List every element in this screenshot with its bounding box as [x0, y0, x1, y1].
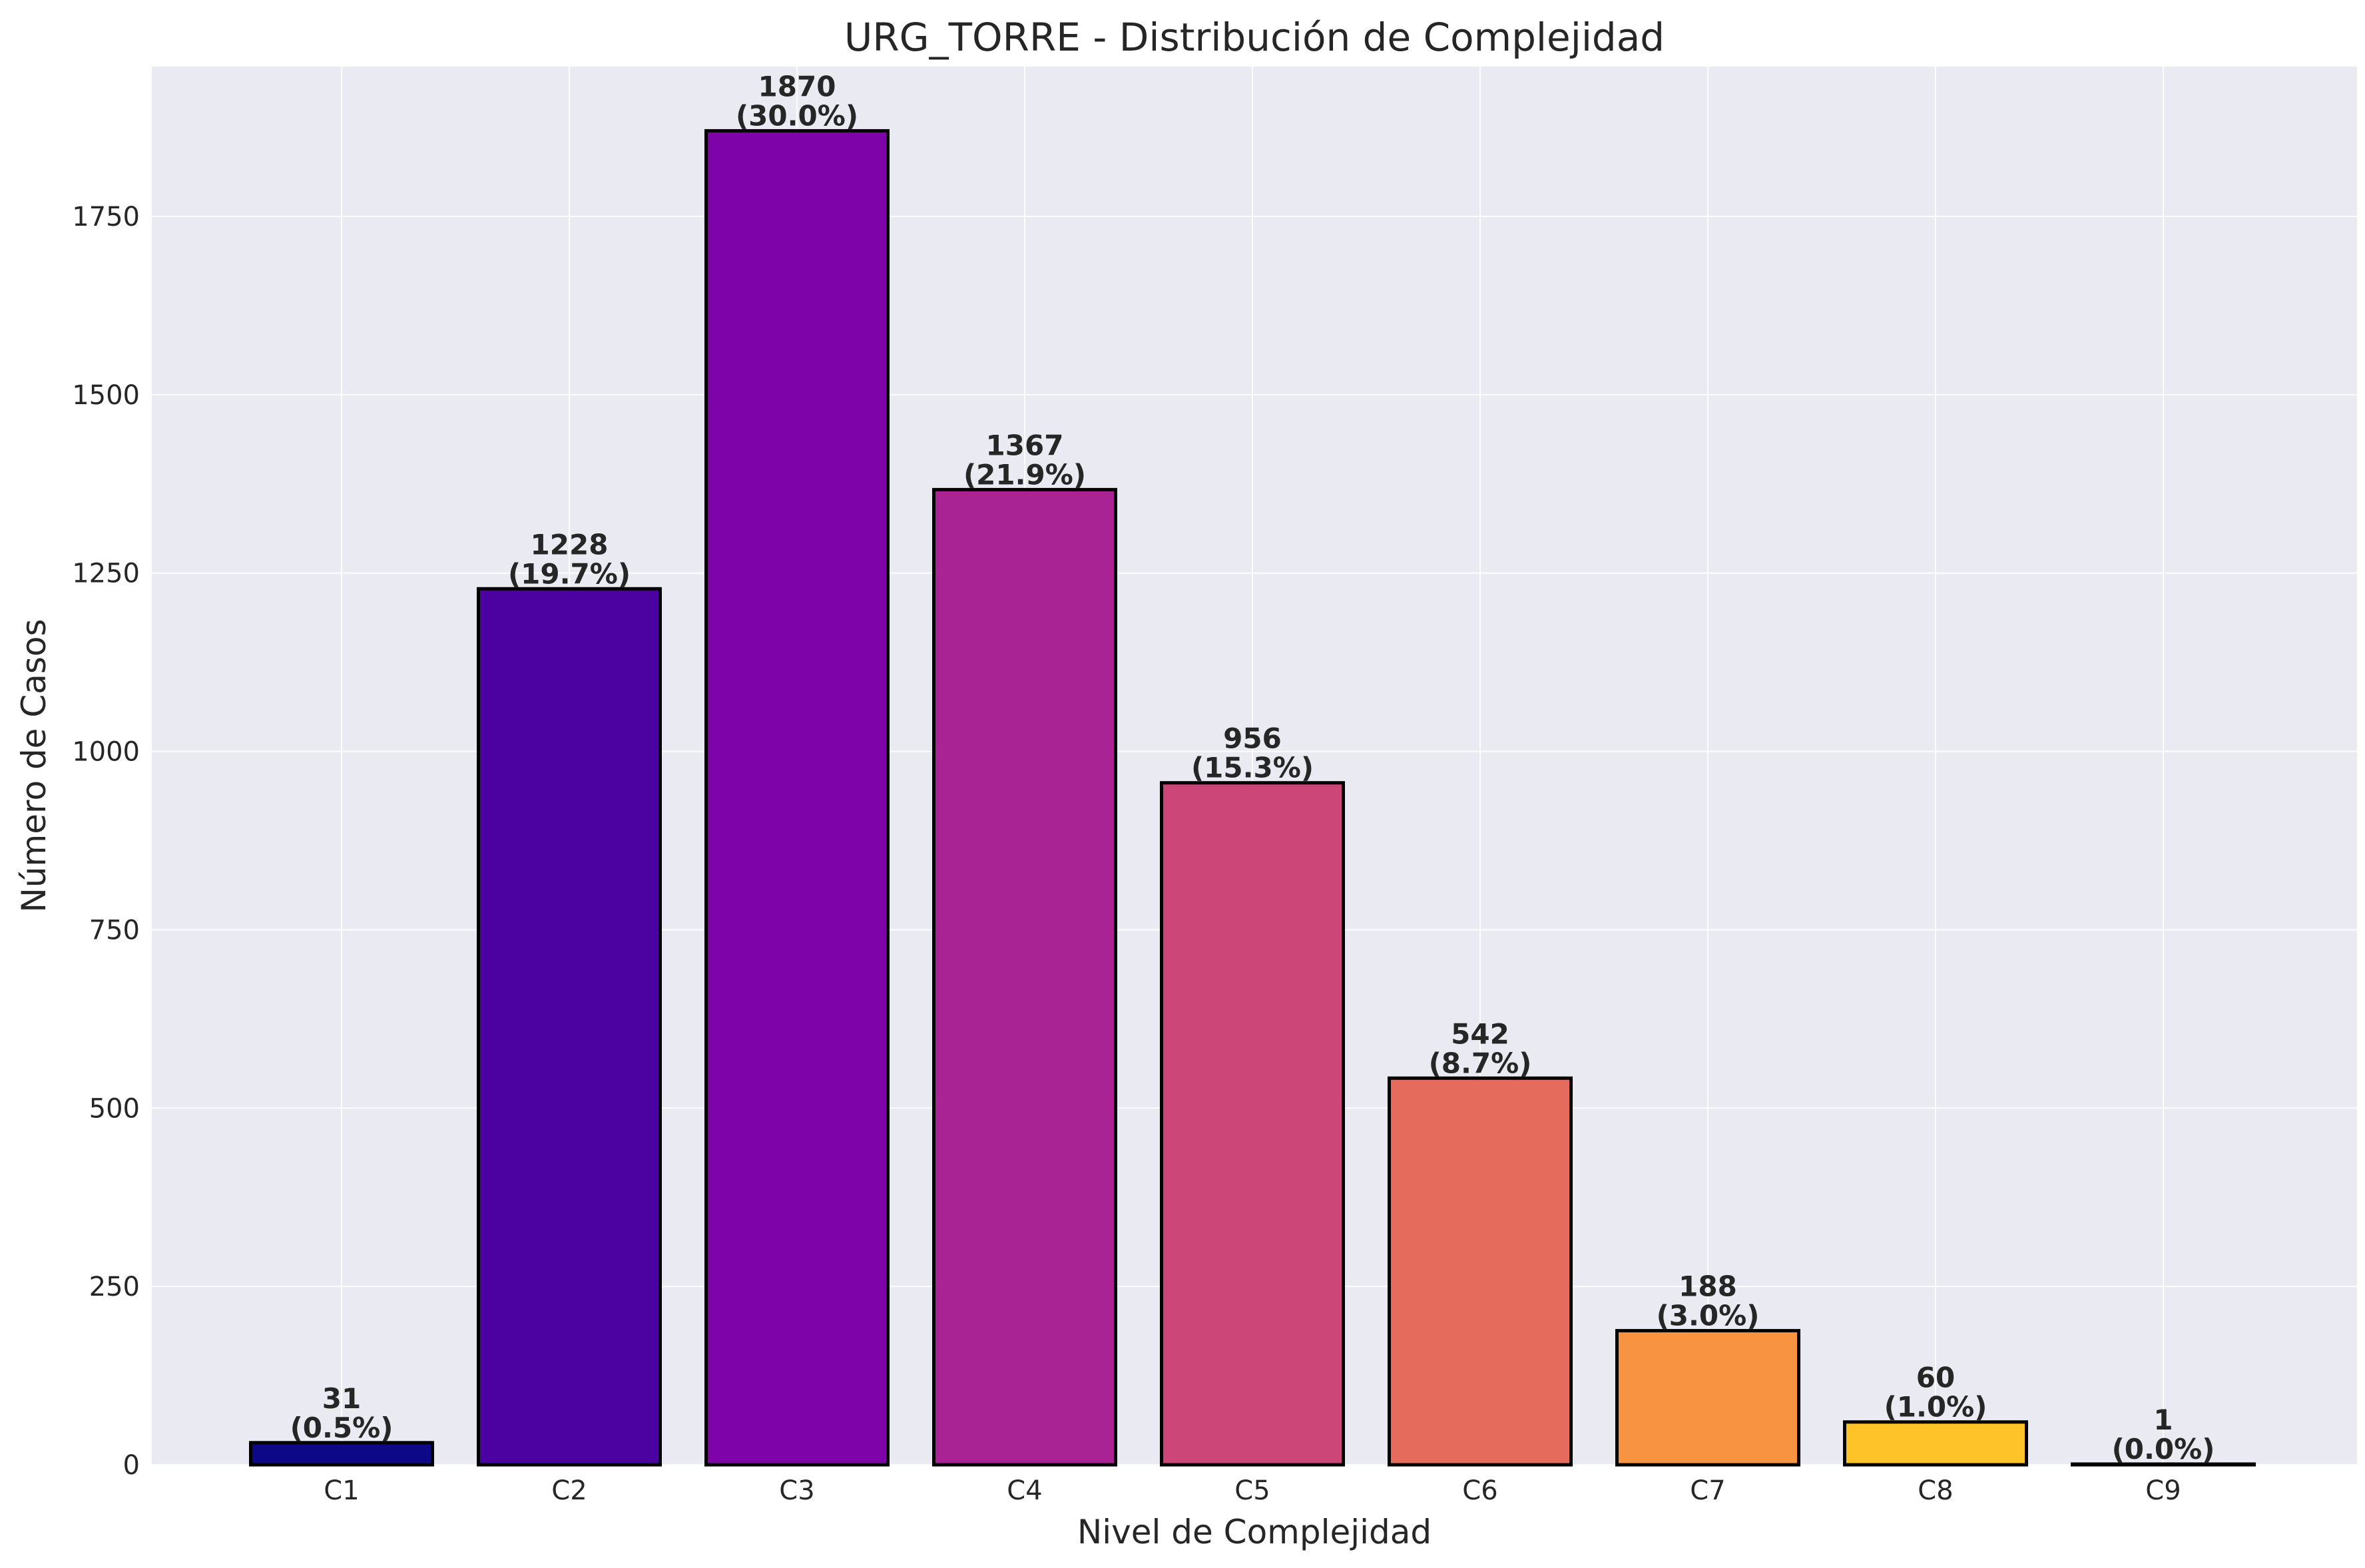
bar-layer	[249, 129, 2256, 1467]
bar-c2	[477, 587, 662, 1467]
x-tick-label: C3	[779, 1475, 814, 1506]
y-tick-label: 1250	[72, 559, 140, 589]
y-tick-label: 500	[89, 1093, 140, 1124]
bar-percent-label: (21.9%)	[963, 458, 1086, 491]
data-label-layer: 31(0.5%) 1228(19.7%) 1870(30.0%) 1367(21.9%…	[290, 70, 2215, 1465]
x-tick-label: C7	[1690, 1475, 1725, 1506]
bar-percent-label: (0.0%)	[2112, 1433, 2215, 1465]
bar-percent-label: (3.0%)	[1657, 1300, 1760, 1332]
bar-percent-label: (15.3%)	[1191, 752, 1314, 784]
y-tick-layer: 0 250 500 750 1000 1250 1500 1750	[72, 202, 140, 1481]
y-tick-label: 1750	[72, 202, 140, 232]
y-tick-label: 0	[123, 1450, 140, 1481]
y-tick-label: 750	[89, 915, 140, 945]
x-axis-label: Nivel de Complejidad	[1077, 1513, 1432, 1551]
bar-c6	[1388, 1076, 1573, 1467]
bar-c4	[932, 487, 1117, 1467]
bar-c5	[1160, 781, 1345, 1467]
bar-value-label: 1228	[531, 528, 609, 561]
bar-value-label: 60	[1916, 1362, 1955, 1394]
x-tick-label: C4	[1007, 1475, 1042, 1506]
x-tick-label: C8	[1918, 1475, 1953, 1506]
bar-value-label: 31	[322, 1382, 361, 1415]
bar-percent-label: (1.0%)	[1884, 1391, 1987, 1424]
bar-value-label: 1367	[986, 429, 1064, 461]
bar-value-label: 1	[2153, 1404, 2173, 1436]
bar-c7	[1615, 1329, 1800, 1467]
x-tick-label: C1	[324, 1475, 359, 1506]
bar-percent-label: (19.7%)	[508, 557, 631, 590]
bar-value-label: 188	[1679, 1270, 1737, 1303]
bar-c8	[1843, 1420, 2028, 1467]
bar-value-label: 1870	[758, 70, 836, 103]
bar-percent-label: (8.7%)	[1429, 1047, 1532, 1079]
y-axis-label: Número de Casos	[15, 619, 53, 912]
y-tick-label: 250	[89, 1272, 140, 1302]
bar-c9	[2071, 1462, 2256, 1467]
x-tick-layer: C1 C2 C3 C4 C5 C6 C7 C8 C9	[324, 1475, 2181, 1506]
x-tick-label: C6	[1462, 1475, 1497, 1506]
x-tick-label: C5	[1234, 1475, 1270, 1506]
bar-c3	[704, 129, 890, 1467]
x-tick-label: C9	[2145, 1475, 2181, 1506]
bar-percent-label: (30.0%)	[736, 99, 858, 132]
bar-value-label: 956	[1223, 722, 1282, 755]
bar-value-label: 542	[1451, 1017, 1509, 1050]
y-tick-label: 1000	[72, 737, 140, 768]
bar-c1	[249, 1441, 434, 1467]
chart-title: URG_TORRE - Distribución de Complejidad	[844, 15, 1665, 60]
y-tick-label: 1500	[72, 380, 140, 411]
x-tick-label: C2	[551, 1475, 587, 1506]
bar-percent-label: (0.5%)	[290, 1412, 394, 1444]
